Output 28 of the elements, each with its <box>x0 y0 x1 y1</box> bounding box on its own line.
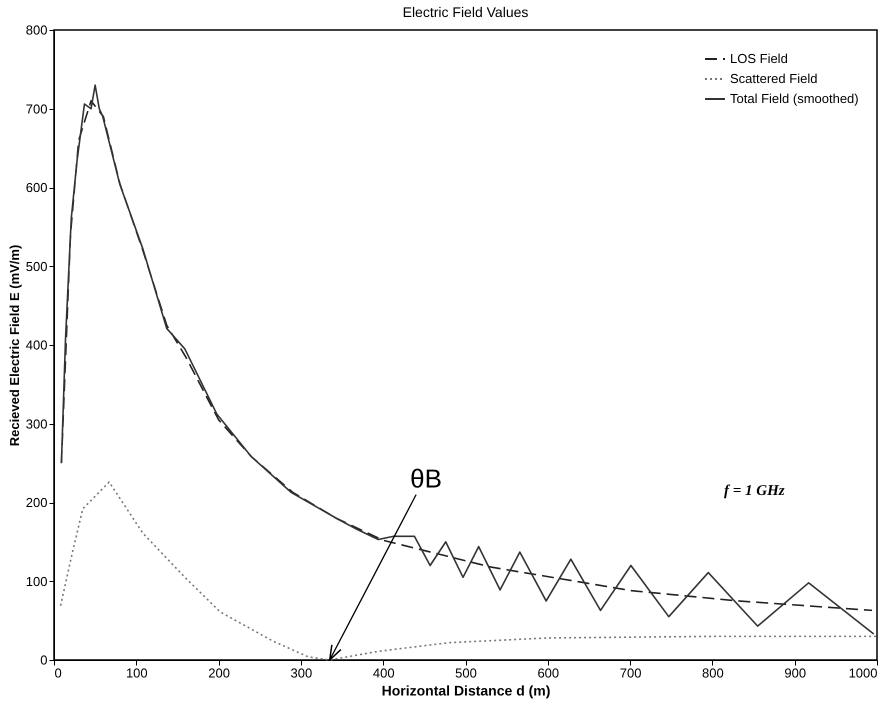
x-tick-label: 700 <box>620 666 642 680</box>
y-tick-label: 800 <box>26 22 48 38</box>
x-tick-label: 400 <box>372 666 395 680</box>
x-tick-label: 0 <box>54 666 62 680</box>
y-tick-label: 300 <box>26 416 48 432</box>
y-tick-label: 100 <box>26 574 48 589</box>
y-tick-label: 600 <box>26 180 48 195</box>
legend-label: Scattered Field <box>730 71 818 86</box>
y-tick-label: 500 <box>26 258 48 274</box>
legend-label: LOS Field <box>730 51 788 66</box>
x-axis-title: Horizontal Distance d (m) <box>382 682 550 698</box>
y-tick-label: 400 <box>26 338 48 352</box>
annotation: f = 1 GHz <box>724 483 785 499</box>
x-tick-label: 100 <box>126 666 148 680</box>
x-tick-label: 300 <box>290 666 312 680</box>
x-tick-label: 800 <box>702 666 724 680</box>
legend-label: Total Field (smoothed) <box>730 91 859 106</box>
x-tick-label: 200 <box>208 666 230 680</box>
y-tick-label: 0 <box>40 652 48 668</box>
x-tick-label: 600 <box>537 666 560 680</box>
annotation: θB <box>410 464 442 494</box>
x-tick-label: 500 <box>455 666 477 680</box>
y-tick-label: 200 <box>26 495 48 510</box>
y-axis-title: Recieved Electric Field E (mV/m) <box>6 244 22 446</box>
x-tick-label: 1000 <box>848 666 878 680</box>
x-tick-label: 900 <box>784 666 806 680</box>
y-tick-label: 700 <box>26 101 48 116</box>
chart-title: Electric Field Values <box>402 4 528 20</box>
